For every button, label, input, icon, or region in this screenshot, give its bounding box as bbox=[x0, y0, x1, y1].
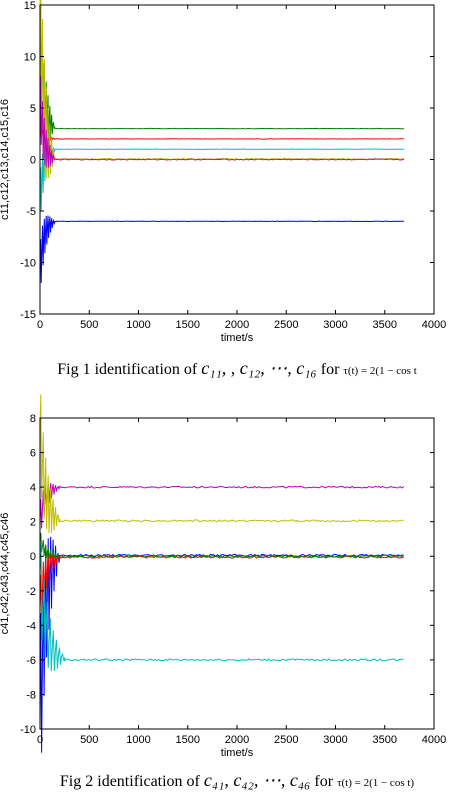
chart-2-ytick-label: -2 bbox=[26, 586, 36, 598]
chart-1-xtick-label: 3000 bbox=[323, 319, 347, 331]
chart-1-series-4-line bbox=[39, 0, 405, 179]
chart-1-xtick-label: 1500 bbox=[176, 319, 200, 331]
caption-2-prefix: Fig 2 identification of bbox=[59, 773, 200, 790]
chart-1-xtick-label: 2000 bbox=[225, 319, 249, 331]
chart-2-ytick-label: 0 bbox=[30, 551, 36, 563]
chart-1-series-5-line bbox=[39, 76, 405, 168]
chart-2-ytick-label: 2 bbox=[30, 517, 36, 529]
chart-2-series-4-line bbox=[39, 551, 404, 619]
chart-2-xtick-label: 2000 bbox=[225, 734, 249, 746]
chart-1-ytick-label: 5 bbox=[30, 103, 36, 115]
chart-2-ytick-label: -10 bbox=[20, 724, 36, 736]
chart-1-xtick-label: 3500 bbox=[373, 319, 397, 331]
chart-2: 0 500 1000 1500 2000 2500 3000 3500 4000 -10 -8 -6 -… bbox=[0, 394, 446, 759]
chart-2-series-group bbox=[39, 394, 405, 753]
chart-2-y-axis-label: c41,c42,c43,c44,c45,c46 bbox=[0, 513, 11, 635]
chart-1-xtick-label: 2500 bbox=[274, 319, 298, 331]
chart-2-ytick-label: -4 bbox=[26, 620, 36, 632]
caption-1-tau: τ(t) = 2(1 − cos t bbox=[343, 365, 417, 377]
chart-1-series-2-line bbox=[39, 125, 405, 142]
chart-2-x-axis-label: timet/s bbox=[221, 747, 254, 759]
chart-2-xtick-label: 3000 bbox=[323, 734, 347, 746]
chart-1-ytick-label: 15 bbox=[24, 0, 36, 12]
chart-1-ytick-label: -15 bbox=[20, 309, 36, 321]
caption-2-tau: τ(t) = 2(1 − cos t) bbox=[337, 777, 415, 789]
caption-2-for: for bbox=[314, 773, 334, 790]
caption-1: Fig 1 identification of c₁₁, , c₁₂, ⋯, c… bbox=[0, 358, 474, 379]
chart-2-series-5-line bbox=[39, 532, 404, 559]
chart-1-y-axis-label: c11,c12,c13,c14,c15,c16 bbox=[0, 99, 11, 220]
chart-2-ytick-label: 8 bbox=[30, 413, 36, 425]
chart-2-ytick-label: -8 bbox=[26, 689, 36, 701]
chart-2-xtick-label: 2500 bbox=[274, 734, 298, 746]
chart-1-ytick-label: 0 bbox=[30, 155, 36, 167]
caption-1-math: c₁₁, , c₁₂, ⋯, c₁₆ bbox=[201, 358, 317, 378]
caption-1-for: for bbox=[320, 361, 340, 378]
chart-2-xtick-label: 1000 bbox=[126, 734, 150, 746]
chart-1-series-6-line bbox=[39, 215, 405, 283]
chart-1-xtick-label: 0 bbox=[37, 319, 43, 331]
caption-2: Fig 2 identification of c₄₁, c₄₂, ⋯, c₄₆… bbox=[0, 770, 474, 791]
chart-2-xtick-label: 1500 bbox=[176, 734, 200, 746]
chart-1-xtick-label: 500 bbox=[80, 319, 98, 331]
chart-2-xtick-label: 4000 bbox=[422, 734, 446, 746]
chart-2-series-2-line bbox=[39, 394, 404, 534]
chart-1-ytick-label: -10 bbox=[20, 258, 36, 270]
chart-1-series-3-line bbox=[39, 143, 405, 211]
chart-2-plot-frame bbox=[39, 417, 435, 730]
chart-1-xtick-label: 4000 bbox=[422, 319, 446, 331]
chart-2-ytick-label: 6 bbox=[30, 448, 36, 460]
chart-1-xtick-label: 1000 bbox=[126, 319, 150, 331]
chart-2-xtick-label: 3500 bbox=[373, 734, 397, 746]
chart-2-series-6-line bbox=[39, 543, 404, 672]
chart-2-series-3-line bbox=[39, 536, 404, 753]
chart-1: 0 500 1000 1500 2000 2500 3000 3500 4000 -15 -10 -5… bbox=[0, 0, 446, 344]
chart-1-ytick-label: 10 bbox=[24, 52, 36, 64]
caption-2-math: c₄₁, c₄₂, ⋯, c₄₆ bbox=[203, 770, 311, 790]
chart-1-ytick-label: -5 bbox=[26, 206, 36, 218]
caption-1-prefix: Fig 1 identification of bbox=[57, 361, 198, 378]
chart-1-x-axis-label: timet/s bbox=[221, 332, 254, 344]
chart-2-xtick-label: 0 bbox=[37, 734, 43, 746]
chart-2-ytick-label: 4 bbox=[30, 482, 36, 494]
chart-1-series-1-line bbox=[39, 0, 405, 142]
chart-2-xtick-label: 500 bbox=[80, 734, 98, 746]
chart-2-ytick-label: -6 bbox=[26, 655, 36, 667]
chart-2-series-1-line bbox=[39, 483, 405, 529]
chart-1-series-group bbox=[39, 0, 405, 283]
